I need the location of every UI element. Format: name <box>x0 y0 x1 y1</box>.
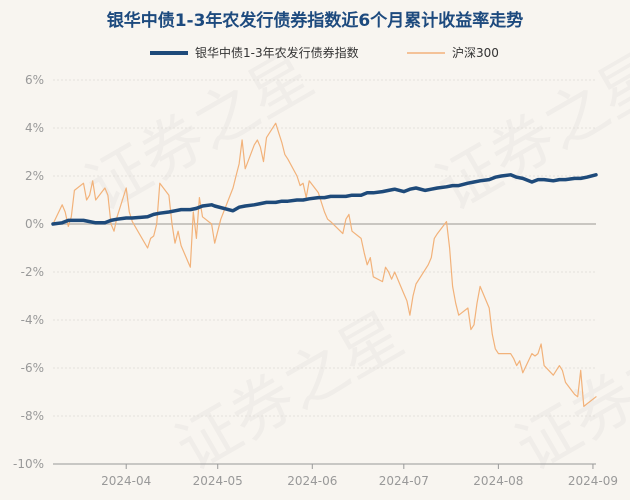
x-tick-label: 2024-07 <box>379 474 429 488</box>
series-layer <box>51 122 598 407</box>
y-tick-label: -2% <box>21 265 44 279</box>
x-axis: 2024-04 2024-05 2024-06 2024-07 2024-08 2024-… <box>53 463 618 488</box>
x-tick-label: 2024-08 <box>473 474 523 488</box>
chart-title: 银华中债1-3年农发行债券指数近6个月累计收益率走势 <box>107 10 524 31</box>
watermark-text: 证券之星 <box>504 298 630 485</box>
legend: 银华中债1-3年农发行债券指数 沪深300 <box>150 45 499 60</box>
x-tick-label: 2024-06 <box>287 474 337 488</box>
series-line-hs300 <box>52 122 597 407</box>
series-line-bond-index <box>51 173 598 226</box>
y-tick-label: 0% <box>25 217 44 231</box>
y-axis: 6% 4% 2% 0% -2% -4% -6% -8% -10% <box>13 73 44 471</box>
x-tick-label: 2024-04 <box>101 474 151 488</box>
y-tick-label: -4% <box>21 313 44 327</box>
y-tick-label: 2% <box>25 169 44 183</box>
legend-label-series-1: 银华中债1-3年农发行债券指数 <box>195 45 359 60</box>
x-tick-label: 2024-05 <box>193 474 243 488</box>
y-tick-label: -8% <box>21 409 44 423</box>
y-tick-label: -10% <box>13 457 44 471</box>
watermark-text: 证券之星 <box>424 38 630 225</box>
y-tick-label: -6% <box>21 361 44 375</box>
watermark-text: 证券之星 <box>74 38 325 225</box>
legend-label-series-2: 沪深300 <box>452 46 499 60</box>
x-tick-label: 2024-09 <box>568 474 618 488</box>
y-tick-label: 4% <box>25 121 44 135</box>
y-tick-label: 6% <box>25 73 44 87</box>
watermark-text: 证券之星 <box>164 298 415 485</box>
